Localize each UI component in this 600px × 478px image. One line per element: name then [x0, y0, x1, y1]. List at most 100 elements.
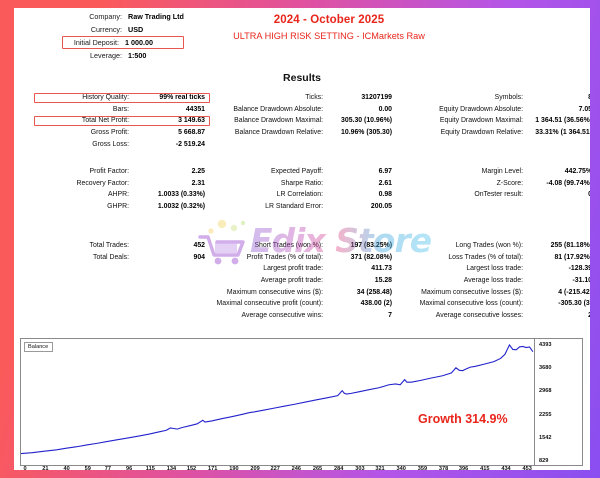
stat-value: 8 — [530, 94, 590, 101]
stat-value: -2 519.24 — [175, 140, 205, 148]
chart-x-tick: 434 — [501, 466, 511, 470]
page-subtitle: ULTRA HIGH RISK SETTING - ICMarkets Raw — [233, 31, 425, 41]
stat-label: LR Correlation: — [276, 191, 323, 199]
stat-value: -4.08 (99.74%) — [546, 179, 590, 187]
stat-value: 34 (258.48) — [356, 288, 392, 296]
chart-plot-area — [21, 339, 534, 465]
stat-value: 200.05 — [370, 203, 392, 211]
account-label-company: Company: — [89, 12, 122, 21]
stat-value: -31.10 — [572, 277, 590, 285]
chart-x-tick: 453 — [522, 466, 532, 470]
stat-value: 10.96% (305.30) — [341, 129, 392, 137]
stat-gross-profit: Gross Profit: 5 668.87 — [14, 127, 212, 139]
stat-label: Expected Payoff: — [271, 168, 323, 176]
stat-value: 411.73 — [371, 265, 392, 273]
account-row-currency: Currency: USD — [66, 23, 184, 36]
stat-average-consecutive-wins: Average consecutive wins: 7 — [210, 310, 400, 322]
page-title: 2024 - October 2025 — [273, 14, 385, 26]
stat-label: Sharpe Ratio: — [280, 179, 323, 187]
stat-lr-standard-error: LR Standard Error: 200.05 — [210, 201, 400, 213]
stat-label: Short Trades (won %): — [254, 242, 323, 250]
chart-x-tick: 209 — [250, 466, 260, 470]
stat-value: 305.30 (10.96%) — [341, 117, 392, 125]
stat-label: Profit Factor: — [89, 168, 129, 176]
stat-total-net-profit: Total Net Profit: 3 149.63 — [14, 115, 212, 127]
stat-maximum-consecutive-losses: Maximum consecutive losses ($): 4 (-215.… — [400, 286, 590, 298]
stats-block-3-right: Long Trades (won %): 255 (81.18%) Loss T… — [400, 240, 590, 321]
stat-label: Maximum consecutive wins ($): — [226, 288, 323, 296]
stat-label: Symbols: — [494, 94, 523, 102]
stats-block-2-left: Profit Factor: 2.25 Recovery Factor: 2.3… — [14, 166, 212, 212]
chart-x-tick: 303 — [355, 466, 365, 470]
stat-label: Gross Loss: — [92, 140, 129, 148]
stat-recovery-factor: Recovery Factor: 2.31 — [14, 178, 212, 190]
stat-value: 2.31 — [191, 179, 205, 187]
stat-label: OnTester result: — [474, 191, 523, 199]
chart-x-tick: 284 — [334, 466, 344, 470]
account-value-leverage: 1:500 — [128, 51, 147, 60]
stat-value: 0.00 — [378, 105, 392, 113]
chart-x-tick: 152 — [186, 466, 197, 470]
stat-value: 4 (-215.42) — [558, 288, 590, 296]
stat-value: 442.75% — [564, 168, 590, 176]
chart-y-axis: 829 1542 2255 2968 3680 4393 — [534, 339, 582, 465]
stat-label: Largest loss trade: — [466, 265, 523, 273]
stat-label: Z-Score: — [496, 179, 523, 187]
growth-annotation: Growth 314.9% — [418, 412, 508, 426]
stat-value: -305.30 (3) — [558, 300, 590, 308]
chart-x-tick: 321 — [375, 466, 385, 470]
stat-value: 0 — [530, 191, 590, 198]
balance-chart[interactable]: Balance 829 1542 2255 2968 3680 4393 — [20, 338, 583, 466]
chart-x-tick: 378 — [438, 466, 449, 470]
stat-label: Long Trades (won %): — [455, 242, 523, 250]
balance-line-series — [21, 339, 534, 465]
stat-value: 197 (83.25%) — [350, 242, 392, 250]
stats-block-1-right: Symbols: 8 Equity Drawdown Absolute: 7.0… — [400, 92, 590, 138]
stat-label: Equity Drawdown Maximal: — [439, 117, 523, 125]
stat-label: LR Standard Error: — [265, 203, 323, 211]
chart-x-axis: 0 21 40 59 77 96 115 134 152 171 190 209 227 246 265 28… — [20, 466, 583, 470]
stat-total-trades: Total Trades: 452 — [14, 240, 212, 252]
stat-value: 1 364.51 (36.56%) — [535, 117, 590, 125]
stat-long-trades: Long Trades (won %): 255 (81.18%) — [400, 240, 590, 252]
stat-equity-drawdown-absolute: Equity Drawdown Absolute: 7.05 — [400, 104, 590, 116]
results-heading: Results — [283, 72, 321, 84]
stats-block-1: History Quality: 99% real ticks Bars: 44… — [14, 92, 590, 152]
chart-x-tick: 59 — [84, 466, 91, 470]
stats-block-2-middle: Expected Payoff: 6.97 Sharpe Ratio: 2.61… — [210, 166, 400, 212]
stat-value: 0.98 — [378, 191, 392, 199]
account-label-currency: Currency: — [90, 25, 122, 34]
stat-loss-trades: Loss Trades (% of total): 81 (17.92%) — [400, 252, 590, 264]
stat-value: 81 (17.92%) — [554, 253, 590, 261]
chart-y-tick: 4393 — [539, 342, 552, 348]
chart-x-tick: 40 — [63, 466, 70, 470]
stat-short-trades: Short Trades (won %): 197 (83.25%) — [210, 240, 400, 252]
stat-value: 31207199 — [361, 94, 392, 102]
stat-value: 5 668.87 — [178, 129, 205, 137]
account-info: Company: Raw Trading Ltd Currency: USD I… — [62, 10, 184, 62]
stat-label: Maximal consecutive profit (count): — [216, 300, 323, 308]
stats-block-3-middle: Short Trades (won %): 197 (83.25%) Profi… — [210, 240, 400, 321]
stat-value: 7 — [388, 311, 392, 319]
stat-largest-loss-trade: Largest loss trade: -128.39 — [400, 263, 590, 275]
stat-maximal-consecutive-loss: Maximal consecutive loss (count): -305.3… — [400, 298, 590, 310]
stat-label: Total Deals: — [93, 253, 129, 261]
stat-value: 2.25 — [191, 168, 205, 176]
stat-ghpr: GHPR: 1.0032 (0.32%) — [14, 201, 212, 213]
chart-y-tick: 3680 — [539, 365, 552, 372]
account-label-leverage: Leverage: — [90, 51, 122, 60]
chart-x-tick: 77 — [104, 466, 112, 470]
stat-symbols: Symbols: 8 — [400, 92, 590, 104]
account-value-company: Raw Trading Ltd — [128, 12, 184, 21]
stat-balance-drawdown-relative: Balance Drawdown Relative: 10.96% (305.3… — [210, 127, 400, 139]
stat-average-consecutive-losses: Average consecutive losses: 2 — [400, 310, 590, 322]
stat-value: -128.39 — [568, 265, 590, 273]
stats-block-1-left: History Quality: 99% real ticks Bars: 44… — [14, 92, 212, 150]
stat-history-quality: History Quality: 99% real ticks — [14, 92, 212, 104]
stat-sharpe-ratio: Sharpe Ratio: 2.61 — [210, 178, 400, 190]
stat-label: Gross Profit: — [90, 129, 129, 137]
account-row-company: Company: Raw Trading Ltd — [66, 10, 184, 23]
chart-legend-balance: Balance — [24, 342, 54, 352]
stat-ticks: Ticks: 31207199 — [210, 92, 400, 104]
account-value-currency: USD — [128, 25, 144, 34]
